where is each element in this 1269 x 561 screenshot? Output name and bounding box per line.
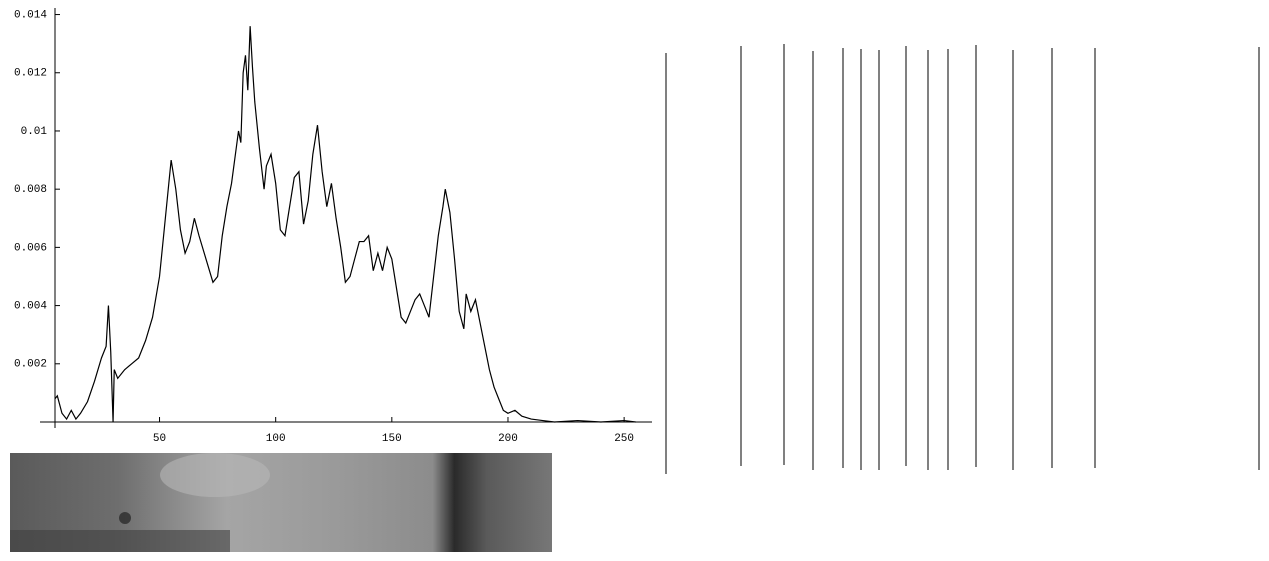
y-tick-label: 0.01: [21, 126, 48, 138]
y-tick-label: 0.002: [14, 359, 47, 371]
face-crop: [10, 453, 552, 552]
vertical-lines: [665, 44, 1260, 474]
x-tick-label: 100: [266, 433, 286, 445]
histogram-line: [54, 26, 636, 423]
y-tick-label: 0.008: [14, 184, 47, 196]
x-tick-label: 50: [153, 433, 166, 445]
x-tick-label: 250: [614, 433, 634, 445]
y-tick-label: 0.012: [14, 68, 47, 80]
y-tick-label: 0.006: [14, 242, 47, 254]
y-tick-label: 0.014: [14, 9, 47, 21]
x-tick-label: 150: [382, 433, 402, 445]
x-tick-label: 200: [498, 433, 518, 445]
y-tick-label: 0.004: [14, 300, 47, 312]
